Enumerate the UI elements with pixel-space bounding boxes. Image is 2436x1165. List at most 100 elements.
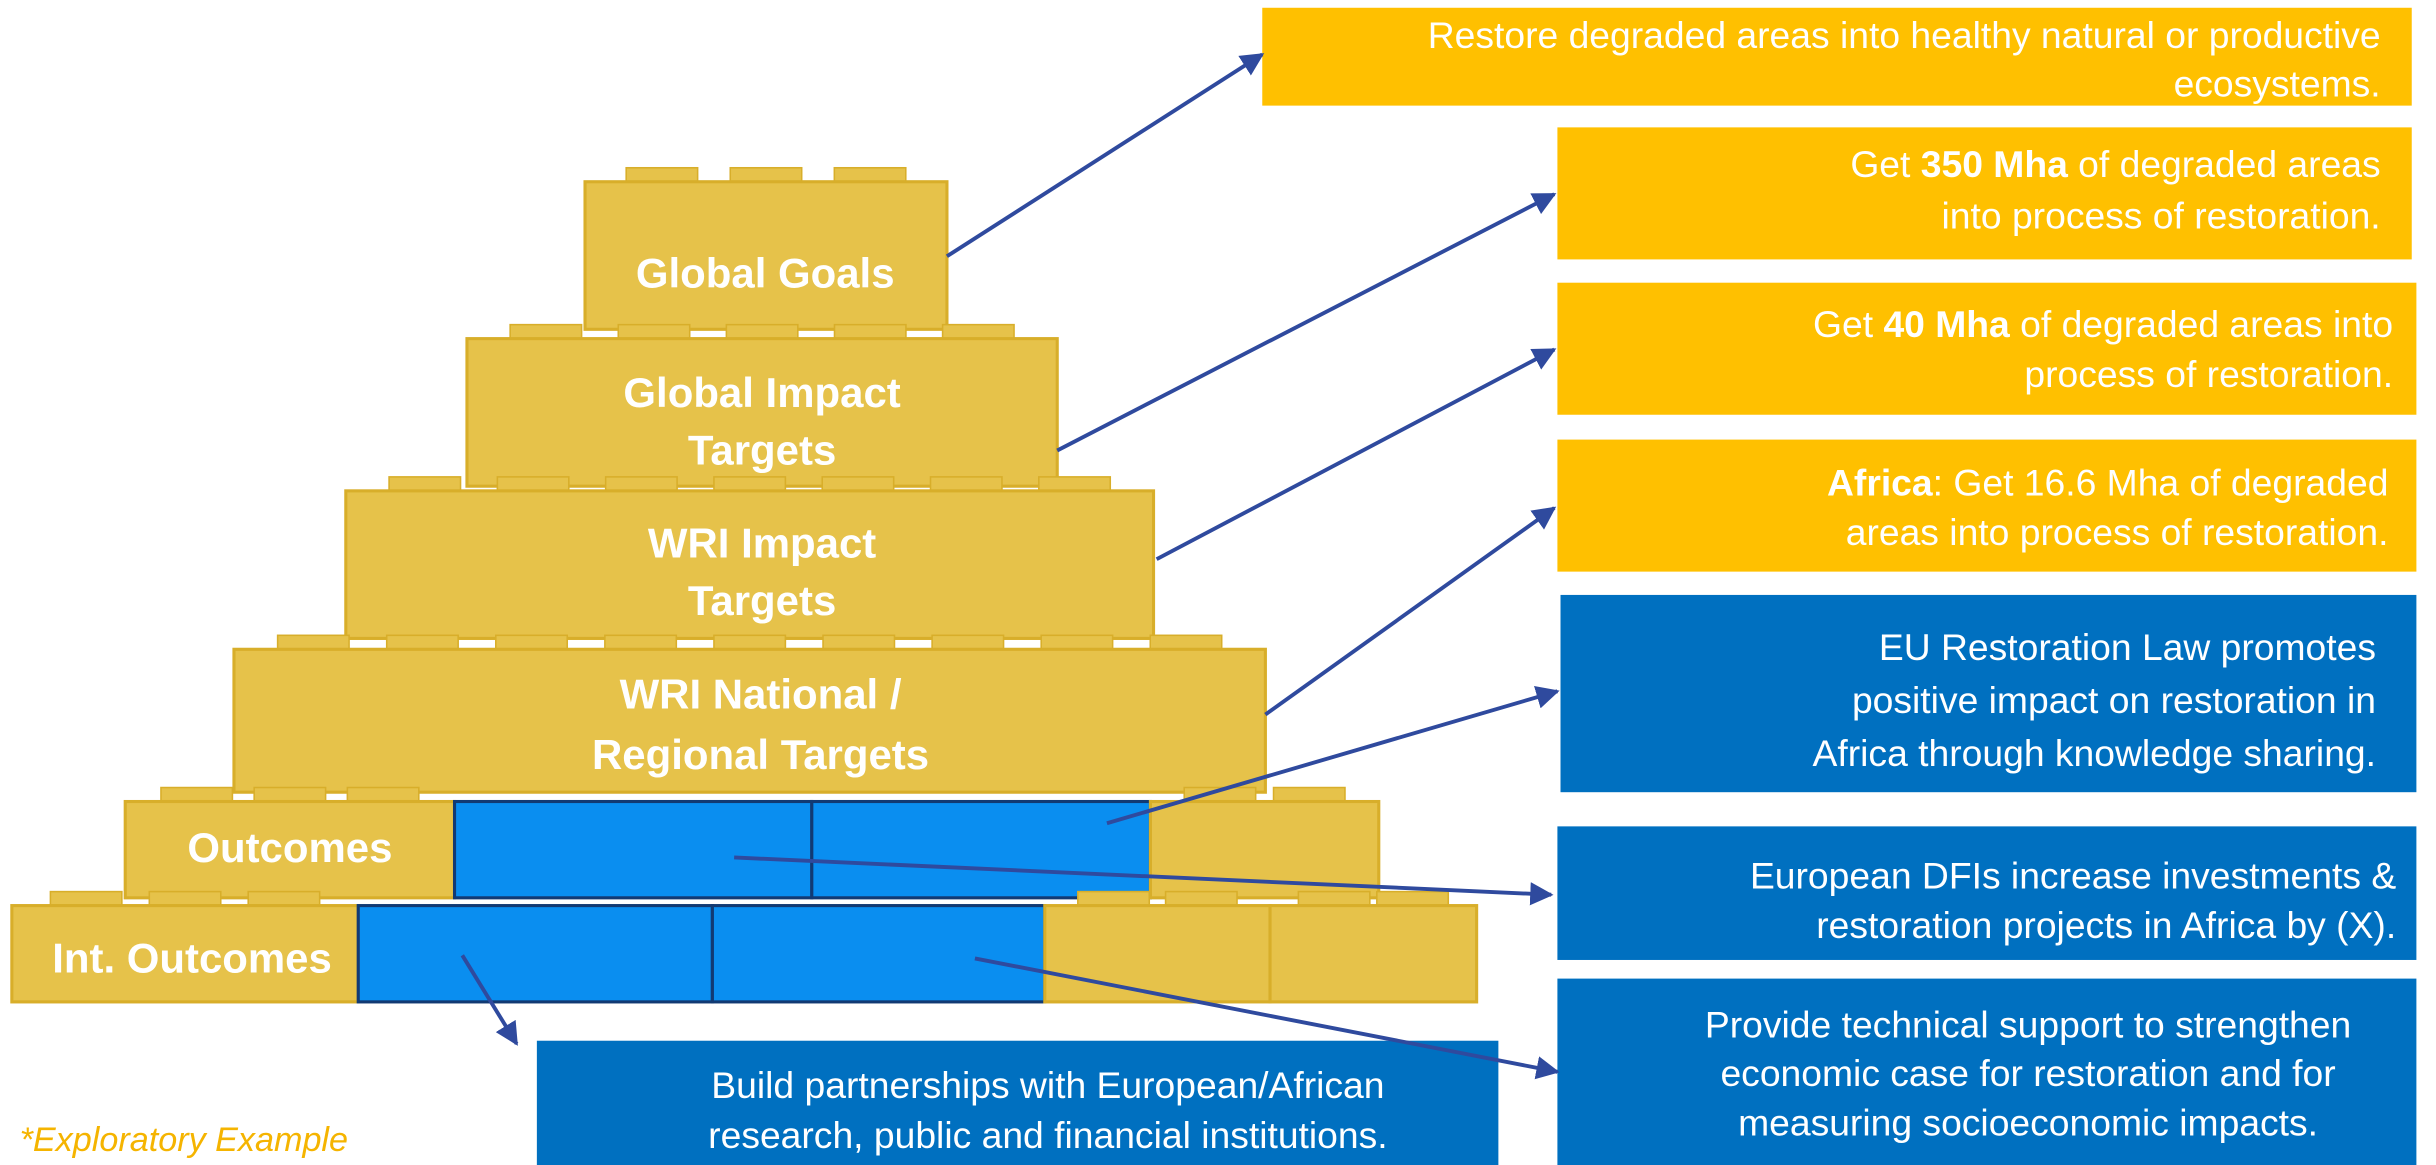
- box-line: Restore degraded areas into healthy natu…: [1428, 14, 2381, 56]
- stud: [496, 476, 570, 492]
- arrow: [974, 956, 1560, 1080]
- brick: [465, 337, 1059, 488]
- brick: [1043, 904, 1272, 1004]
- text-segment: Provide technical support to strengthen: [1705, 1004, 2351, 1046]
- text-segment: positive impact on restoration in: [1852, 679, 2376, 721]
- box-line: Africa through knowledge sharing.: [1813, 732, 2376, 774]
- stud: [931, 634, 1005, 651]
- arrow: [1264, 506, 1557, 717]
- text-segment: 350 Mha: [1921, 143, 2068, 185]
- box-line: Provide technical support to strengthen: [1705, 1004, 2351, 1046]
- stud: [1297, 890, 1371, 907]
- stud: [822, 634, 896, 651]
- stud: [1376, 890, 1450, 907]
- arrows: [460, 52, 1560, 1080]
- stud: [604, 634, 678, 651]
- stud: [1164, 890, 1238, 907]
- level-label: Global Impact: [623, 369, 900, 416]
- stud: [604, 476, 678, 492]
- text-segment: 40 Mha: [1883, 303, 2010, 345]
- stud: [833, 166, 907, 183]
- text-segment: of degraded areas: [2068, 143, 2381, 185]
- stud: [617, 323, 691, 340]
- stud: [276, 634, 350, 651]
- text-box: [536, 1040, 1499, 1165]
- stud: [713, 634, 787, 651]
- text-segment: Africa through knowledge sharing.: [1813, 732, 2376, 774]
- stud: [729, 166, 803, 183]
- stud: [385, 634, 459, 651]
- box-line: Get 350 Mha of degraded areas: [1850, 143, 2380, 185]
- text-segment: restoration projects in Africa by (X).: [1816, 904, 2396, 946]
- arrow: [1106, 685, 1560, 826]
- text-segment: process of restoration.: [2024, 353, 2393, 395]
- box-line: research, public and financial instituti…: [708, 1114, 1387, 1156]
- text-segment: Build partnerships with European/African: [711, 1064, 1384, 1106]
- brick: [452, 799, 814, 900]
- level-label: Int. Outcomes: [52, 934, 332, 981]
- arrow: [1155, 347, 1557, 561]
- level-label: Outcomes: [187, 824, 392, 871]
- level-label: Regional Targets: [592, 731, 929, 778]
- stud: [625, 166, 699, 183]
- box-line: Africa: Get 16.6 Mha of degraded: [1827, 462, 2388, 504]
- text-box: [1557, 439, 2417, 572]
- box-line: economic case for restoration and for: [1720, 1052, 2335, 1094]
- brick: [1268, 904, 1479, 1004]
- text-segment: European DFIs increase investments &: [1750, 855, 2396, 897]
- arrow: [734, 855, 1554, 906]
- brick: [344, 489, 1156, 640]
- stud: [148, 890, 222, 907]
- stud: [509, 323, 583, 340]
- box-line: process of restoration.: [2024, 353, 2393, 395]
- box-line: EU Restoration Law promotes: [1879, 626, 2376, 668]
- stud: [941, 323, 1015, 340]
- text-segment: Get: [1813, 303, 1883, 345]
- text-segment: EU Restoration Law promotes: [1879, 626, 2376, 668]
- stud: [253, 786, 327, 803]
- stud: [1272, 786, 1346, 803]
- text-box: [1262, 7, 2412, 106]
- text-box: [1560, 594, 2417, 793]
- level-label: WRI Impact: [648, 520, 876, 567]
- stud: [713, 476, 787, 492]
- stud: [1038, 476, 1112, 492]
- brick: [232, 647, 1267, 794]
- stud: [929, 476, 1003, 492]
- stud: [833, 323, 907, 340]
- stud: [388, 476, 462, 492]
- stud: [247, 890, 321, 907]
- box-line: Build partnerships with European/African: [711, 1064, 1384, 1106]
- stud: [821, 476, 895, 492]
- brick: [356, 904, 714, 1004]
- level-label: Global Goals: [636, 249, 895, 296]
- labels: Global Goals Global Impact Targets WRI Impa…: [52, 14, 2396, 1156]
- stud: [495, 634, 569, 651]
- box-line: areas into process of restoration.: [1846, 511, 2389, 553]
- footnote: *Exploratory Example: [20, 1121, 348, 1159]
- box-line: into process of restoration.: [1942, 194, 2381, 236]
- level-label: Targets: [688, 426, 836, 473]
- text-segment: ecosystems.: [2174, 62, 2381, 104]
- text-box: [1557, 978, 2417, 1165]
- stud: [1077, 890, 1151, 907]
- text-box: [1557, 127, 2412, 260]
- level-label: WRI National /: [620, 670, 902, 717]
- box-line: European DFIs increase investments &: [1750, 855, 2396, 897]
- box-line: restoration projects in Africa by (X).: [1816, 904, 2396, 946]
- stud: [1040, 634, 1114, 651]
- text-box: [1557, 826, 2417, 960]
- stud: [160, 786, 234, 803]
- box-line: measuring socioeconomic impacts.: [1738, 1101, 2318, 1143]
- text-segment: measuring socioeconomic impacts.: [1738, 1101, 2318, 1143]
- stud: [49, 890, 123, 907]
- arrow: [945, 52, 1265, 258]
- text-segment: : Get 16.6 Mha of degraded: [1933, 462, 2389, 504]
- text-segment: areas into process of restoration.: [1846, 511, 2389, 553]
- arrow: [1056, 192, 1557, 453]
- text-box: [1557, 282, 2417, 415]
- stud: [346, 786, 420, 803]
- brick: [810, 799, 1152, 900]
